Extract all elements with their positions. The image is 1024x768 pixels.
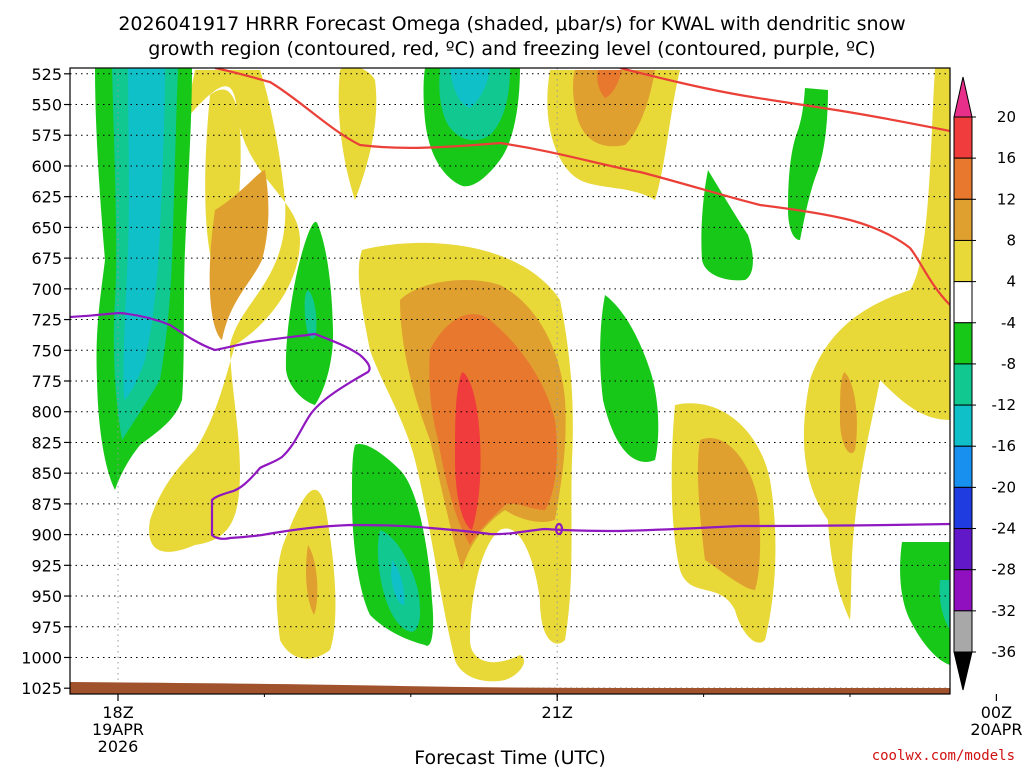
colorbar-segment xyxy=(954,199,972,240)
y-tick-label: 625 xyxy=(31,188,62,207)
y-tick-label: 750 xyxy=(31,341,62,360)
y-tick-label: 850 xyxy=(31,464,62,483)
x-tick-label: 2026 xyxy=(98,737,139,756)
colorbar-bottom-triangle xyxy=(954,652,972,690)
y-tick-label: 1025 xyxy=(21,679,62,698)
y-tick-label: 950 xyxy=(31,587,62,606)
y-tick-label: 525 xyxy=(31,65,62,84)
y-tick-label: 925 xyxy=(31,556,62,575)
colorbar-label: 8 xyxy=(1006,231,1016,249)
y-tick-label: 600 xyxy=(31,157,62,176)
colorbar-label: -24 xyxy=(992,520,1017,538)
colorbar-label: 16 xyxy=(997,149,1016,167)
colorbar-segment xyxy=(954,240,972,281)
colorbar-label: -32 xyxy=(992,602,1017,620)
y-tick-label: 1000 xyxy=(21,648,62,667)
colorbar-segment xyxy=(954,529,972,570)
x-tick-label: 20APR xyxy=(970,720,1022,739)
colorbar-segment xyxy=(954,611,972,652)
y-tick-label: 825 xyxy=(31,433,62,452)
y-tick-label: 875 xyxy=(31,495,62,514)
y-tick-label: 700 xyxy=(31,280,62,299)
colorbar-label: -4 xyxy=(1001,314,1016,332)
colorbar-segment xyxy=(954,364,972,405)
y-tick-label: 800 xyxy=(31,403,62,422)
colorbar-segment xyxy=(954,446,972,487)
x-tick-label: 21Z xyxy=(542,703,573,722)
y-tick-label: 675 xyxy=(31,249,62,268)
colorbar-top-triangle xyxy=(954,77,972,117)
colorbar-segment xyxy=(954,405,972,446)
colorbar: 20 16 12 8 4 -4 -8 -12 -16 -20 -24 -28 -32 -36 xyxy=(954,77,1016,690)
colorbar-label: -20 xyxy=(992,478,1017,496)
chart-title-line-2: growth region (contoured, red, ºC) and f… xyxy=(148,38,875,60)
colorbar-segment xyxy=(954,158,972,199)
colorbar-label: 20 xyxy=(997,108,1016,126)
plot-area xyxy=(70,66,1024,694)
colorbar-label: -36 xyxy=(992,643,1017,661)
colorbar-label: -28 xyxy=(992,561,1017,579)
y-tick-label: 775 xyxy=(31,372,62,391)
colorbar-label: -8 xyxy=(1001,355,1016,373)
colorbar-segment xyxy=(954,117,972,158)
chart-title-line-1: 2026041917 HRRR Forecast Omega (shaded, … xyxy=(118,13,905,35)
y-tick-label: 650 xyxy=(31,218,62,237)
credit-text: coolwx.com/models xyxy=(872,748,1015,764)
y-axis: 525 550 575 600 625 650 675 700 725 750 775 800 825 8… xyxy=(21,65,70,698)
y-tick-label: 975 xyxy=(31,618,62,637)
colorbar-label: -12 xyxy=(992,396,1017,414)
colorbar-segment xyxy=(954,282,972,323)
y-tick-label: 550 xyxy=(31,96,62,115)
y-tick-label: 900 xyxy=(31,526,62,545)
colorbar-label: 12 xyxy=(997,190,1016,208)
x-axis-label: Forecast Time (UTC) xyxy=(414,747,605,768)
y-tick-label: 725 xyxy=(31,311,62,330)
colorbar-segment xyxy=(954,570,972,611)
colorbar-label: -16 xyxy=(992,437,1017,455)
omega-time-height-chart: 2026041917 HRRR Forecast Omega (shaded, … xyxy=(0,0,1024,768)
colorbar-segment xyxy=(954,487,972,528)
colorbar-segment xyxy=(954,323,972,364)
y-tick-label: 575 xyxy=(31,126,62,145)
colorbar-label: 4 xyxy=(1006,273,1016,291)
